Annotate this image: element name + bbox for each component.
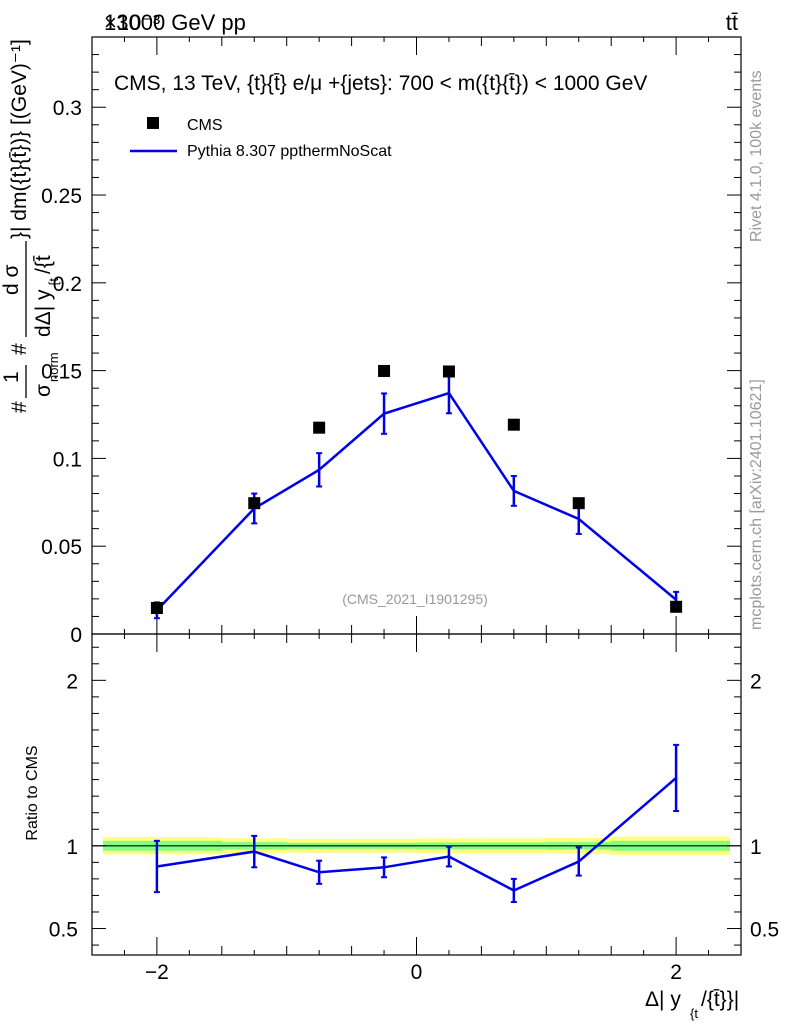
ratio-ytick-labels: 0.5 0.5 1 1 2 2 [49, 670, 779, 941]
main-panel: 0 0.05 0.1 0.15 0.2 0.25 0.3 CMS, 13 TeV, {t}{… [41, 36, 742, 647]
process-label: tt̄ [726, 10, 738, 35]
ylabel-d-delta-y: dΔ| y [32, 289, 55, 337]
main-ytick-labels: 0 0.05 0.1 0.15 0.2 0.25 0.3 [41, 97, 82, 647]
main-ytick-label: 0.3 [53, 97, 82, 120]
cms-data-point [150, 602, 163, 615]
pythia-line [155, 391, 677, 612]
ylabel-prefix: # [8, 401, 31, 413]
ylabel-sigma: σ [32, 384, 55, 397]
x-axis-label: Δ| y {t /{t̄}}| [645, 988, 739, 1021]
main-series [150, 364, 683, 620]
legend-label-pythia: Pythia 8.307 ppthermNoScat [187, 143, 392, 160]
rivet-version-label: Rivet 4.1.0, 100k events [748, 70, 765, 242]
plot-title: CMS, 13 TeV, {t}{t̄} e/μ +{jets}: 700 < … [114, 72, 647, 95]
cms-data-point [507, 418, 520, 431]
ylabel-norm: norm [46, 352, 61, 382]
x-tick-label: 2 [670, 961, 682, 984]
ratio-series [153, 743, 680, 904]
main-y-axis-label: # 1 σ norm # d σ dΔ| y {t /{t̄ }| dm({t}… [0, 39, 61, 413]
xlabel-sub: {t [690, 1006, 698, 1021]
x-tick-label: −2 [145, 961, 169, 984]
xlabel-tail: /{t̄}}| [701, 988, 739, 1011]
main-ytick-label: 0.1 [53, 448, 82, 471]
ratio-ytick-label-left: 0.5 [49, 919, 78, 942]
ratio-ytick-label-right: 1 [750, 836, 762, 859]
main-ytick-label: 0.2 [53, 273, 82, 296]
ylabel-hash: # [8, 343, 31, 355]
legend-label-cms: CMS [187, 117, 223, 134]
beam-energy-label: 13000 GeV pp [104, 10, 246, 35]
main-ytick-label: 0.15 [41, 361, 82, 384]
cms-data-point [572, 497, 585, 510]
exponent-label: ×10⁻³ [104, 10, 160, 35]
x-tick-labels: −2 0 2 [145, 961, 682, 984]
ylabel-suffix: }| dm({t}{t̄})} [(GeV)⁻¹] [8, 39, 31, 239]
legend: CMS Pythia 8.307 ppthermNoScat [130, 117, 392, 160]
cms-data-point [248, 497, 261, 510]
ylabel-dsigma: d σ [0, 264, 23, 295]
xlabel-main: Δ| y [645, 988, 681, 1011]
legend-marker-cms [147, 117, 159, 129]
ylabel-sub-t: {t [46, 278, 61, 286]
analysis-watermark: (CMS_2021_I1901295) [342, 591, 488, 607]
mcplots-reference-label: mcplots.cern.ch [arXiv:2401.10621] [748, 379, 765, 630]
ratio-panel: 0.5 0.5 1 1 2 2 −2 0 2 [49, 633, 779, 984]
ratio-ytick-label-left: 2 [66, 670, 78, 693]
main-ytick-label: 0 [70, 624, 82, 647]
ratio-ytick-label-left: 1 [66, 836, 78, 859]
ylabel-slash-t: /{t̄ [32, 255, 55, 274]
ratio-pythia-line [156, 777, 677, 892]
main-ytick-label: 0.25 [41, 185, 82, 208]
ratio-y-axis-label: Ratio to CMS [24, 745, 41, 840]
ratio-frame [91, 633, 742, 956]
ratio-ticks [91, 634, 742, 955]
ratio-ytick-label-right: 2 [750, 670, 762, 693]
ylabel-one: 1 [0, 371, 23, 383]
cms-data-point [378, 364, 391, 377]
cms-data-point [670, 600, 683, 613]
main-ytick-label: 0.05 [41, 536, 82, 559]
cms-data-point [313, 421, 326, 434]
x-tick-label: 0 [411, 961, 423, 984]
cms-data-point [442, 365, 455, 378]
ratio-ytick-label-right: 0.5 [750, 919, 779, 942]
